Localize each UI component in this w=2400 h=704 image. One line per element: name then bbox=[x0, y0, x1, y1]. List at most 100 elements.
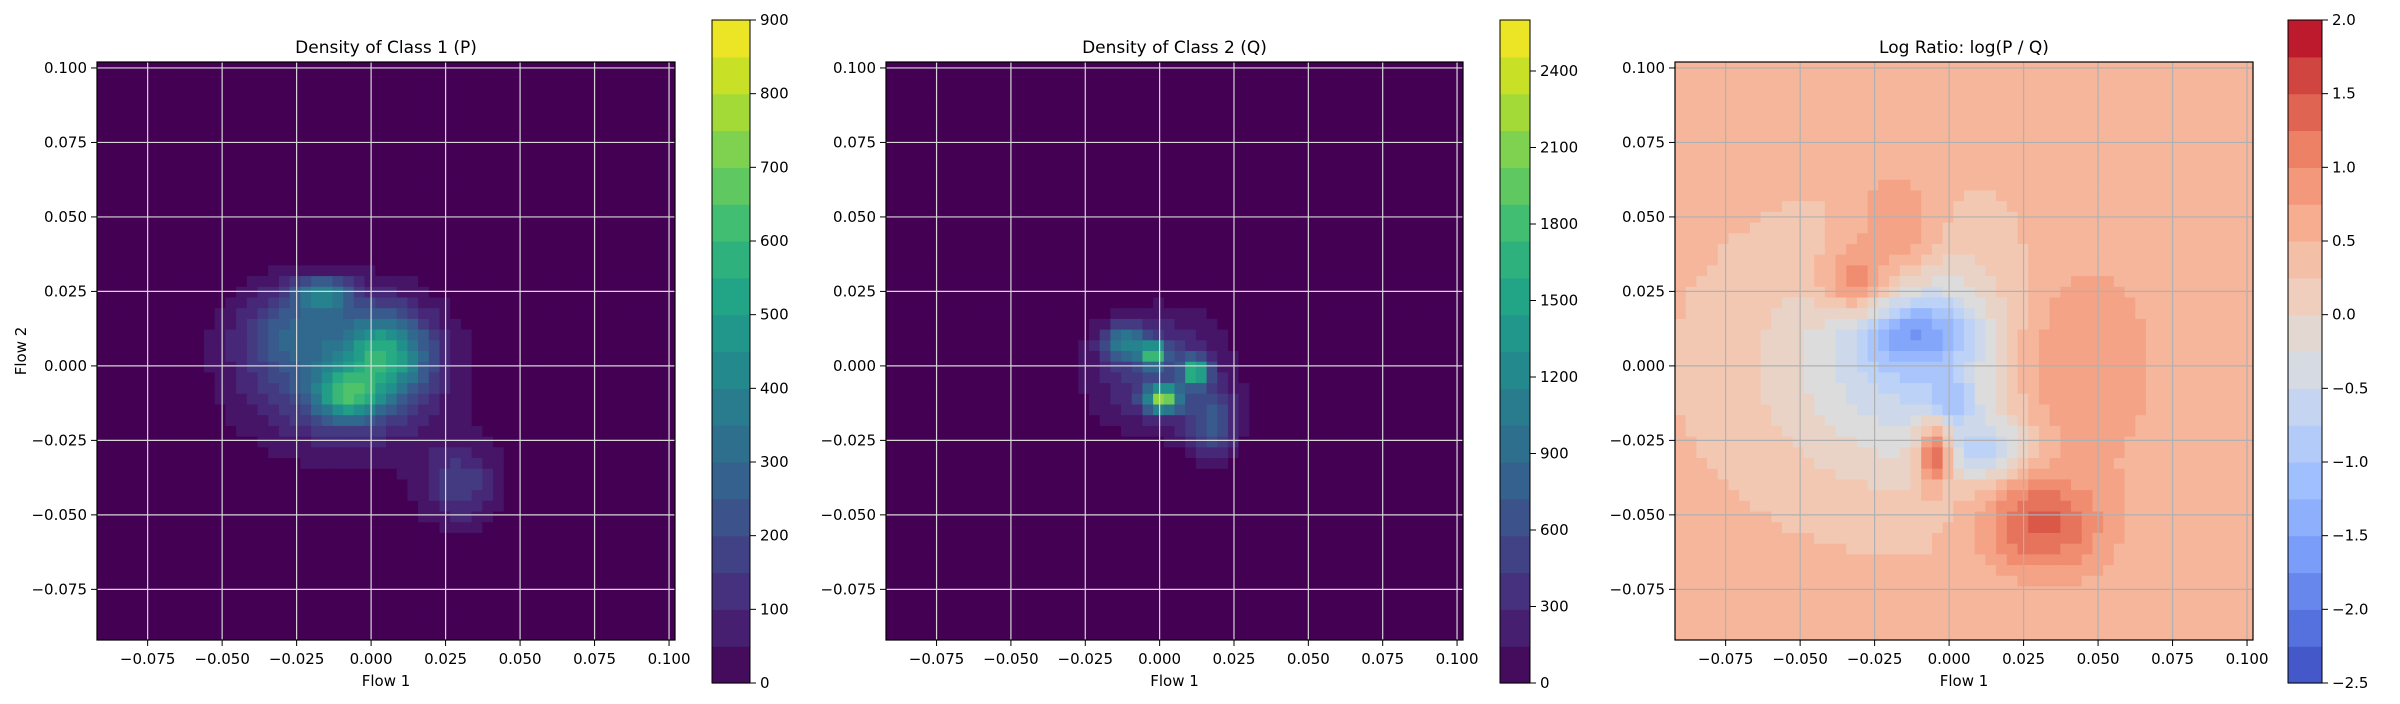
heatmap-cell bbox=[1410, 126, 1421, 137]
heatmap-cell bbox=[1185, 287, 1196, 298]
heatmap-cell bbox=[664, 330, 675, 341]
heatmap-cell bbox=[97, 126, 108, 137]
x-axis-label: Flow 1 bbox=[362, 672, 411, 690]
heatmap-cell bbox=[993, 126, 1004, 137]
heatmap-cell bbox=[1281, 447, 1292, 458]
heatmap-cell bbox=[386, 340, 397, 351]
heatmap-cell bbox=[140, 276, 151, 287]
heatmap-cell bbox=[172, 608, 183, 619]
heatmap-cell bbox=[1313, 148, 1324, 159]
heatmap-cell bbox=[961, 297, 972, 308]
heatmap-cell bbox=[632, 608, 643, 619]
heatmap-cell bbox=[151, 597, 162, 608]
heatmap-cell bbox=[1014, 201, 1025, 212]
heatmap-cell bbox=[1110, 180, 1121, 191]
heatmap-cell bbox=[1367, 201, 1378, 212]
heatmap-cell bbox=[897, 351, 908, 362]
heatmap-cell bbox=[300, 319, 311, 330]
heatmap-cell bbox=[950, 169, 961, 180]
heatmap-cell bbox=[525, 73, 536, 84]
heatmap-cell bbox=[365, 297, 376, 308]
heatmap-cell bbox=[386, 586, 397, 597]
heatmap-cell bbox=[897, 148, 908, 159]
heatmap-cell bbox=[343, 383, 354, 394]
heatmap-cell bbox=[322, 201, 333, 212]
heatmap-cell bbox=[386, 576, 397, 587]
heatmap-cell bbox=[1367, 319, 1378, 330]
heatmap-cell bbox=[129, 287, 140, 298]
heatmap-cell bbox=[1217, 297, 1228, 308]
heatmap-cell bbox=[472, 319, 483, 330]
heatmap-cell bbox=[311, 148, 322, 159]
heatmap-cell bbox=[557, 458, 568, 469]
heatmap-cell bbox=[1367, 169, 1378, 180]
heatmap-cell bbox=[418, 437, 429, 448]
heatmap-cell bbox=[1249, 415, 1260, 426]
heatmap-cell bbox=[1014, 190, 1025, 201]
heatmap-cell bbox=[664, 490, 675, 501]
heatmap-cell bbox=[1313, 297, 1324, 308]
heatmap-cell bbox=[1249, 405, 1260, 416]
heatmap-cell bbox=[183, 158, 194, 169]
heatmap-cell bbox=[664, 469, 675, 480]
heatmap-cell bbox=[204, 565, 215, 576]
heatmap-cell bbox=[897, 308, 908, 319]
heatmap-cell bbox=[397, 351, 408, 362]
heatmap-cell bbox=[375, 201, 386, 212]
colorbar-band bbox=[712, 278, 750, 315]
heatmap-cell bbox=[1281, 255, 1292, 266]
heatmap-cell bbox=[611, 276, 622, 287]
heatmap-cell bbox=[183, 619, 194, 630]
heatmap-cell bbox=[1420, 351, 1431, 362]
heatmap-cell bbox=[918, 148, 929, 159]
heatmap-cell bbox=[140, 619, 151, 630]
heatmap-cell bbox=[1260, 319, 1271, 330]
heatmap-cell bbox=[1185, 308, 1196, 319]
heatmap-cell bbox=[225, 437, 236, 448]
heatmap-cell bbox=[1175, 126, 1186, 137]
heatmap-cell bbox=[1420, 437, 1431, 448]
heatmap-cell bbox=[1004, 73, 1015, 84]
heatmap-cell bbox=[97, 629, 108, 640]
heatmap-cell bbox=[568, 180, 579, 191]
heatmap-cell bbox=[1388, 169, 1399, 180]
heatmap-cell bbox=[579, 244, 590, 255]
heatmap-cell bbox=[247, 169, 258, 180]
heatmap-cell bbox=[525, 169, 536, 180]
heatmap-cell bbox=[97, 565, 108, 576]
heatmap-cell bbox=[365, 458, 376, 469]
heatmap-cell bbox=[611, 158, 622, 169]
heatmap-cell bbox=[982, 73, 993, 84]
heatmap-cell bbox=[504, 372, 515, 383]
heatmap-cell bbox=[1078, 158, 1089, 169]
heatmap-cell bbox=[1239, 265, 1250, 276]
heatmap-cell bbox=[600, 276, 611, 287]
heatmap-cell bbox=[407, 233, 418, 244]
heatmap-cell bbox=[939, 73, 950, 84]
heatmap-cell bbox=[897, 426, 908, 437]
heatmap-cell bbox=[568, 233, 579, 244]
heatmap-cell bbox=[643, 148, 654, 159]
heatmap-cell bbox=[418, 490, 429, 501]
heatmap-cell bbox=[504, 469, 515, 480]
heatmap-cell bbox=[621, 330, 632, 341]
heatmap-cell bbox=[493, 512, 504, 523]
heatmap-cell bbox=[654, 265, 665, 276]
heatmap-cell bbox=[268, 554, 279, 565]
heatmap-cell bbox=[375, 73, 386, 84]
heatmap-cell bbox=[354, 383, 365, 394]
heatmap-cell bbox=[108, 340, 119, 351]
heatmap-cell bbox=[386, 383, 397, 394]
heatmap-cell bbox=[397, 340, 408, 351]
heatmap-cell bbox=[950, 233, 961, 244]
heatmap-cell bbox=[654, 629, 665, 640]
heatmap-cell bbox=[1324, 180, 1335, 191]
heatmap-cell bbox=[961, 116, 972, 127]
heatmap-cell bbox=[1025, 233, 1036, 244]
heatmap-cell bbox=[172, 276, 183, 287]
heatmap-cell bbox=[418, 576, 429, 587]
heatmap-cell bbox=[907, 265, 918, 276]
heatmap-cell bbox=[354, 362, 365, 373]
heatmap-cell bbox=[1132, 362, 1143, 373]
heatmap-cell bbox=[568, 522, 579, 533]
